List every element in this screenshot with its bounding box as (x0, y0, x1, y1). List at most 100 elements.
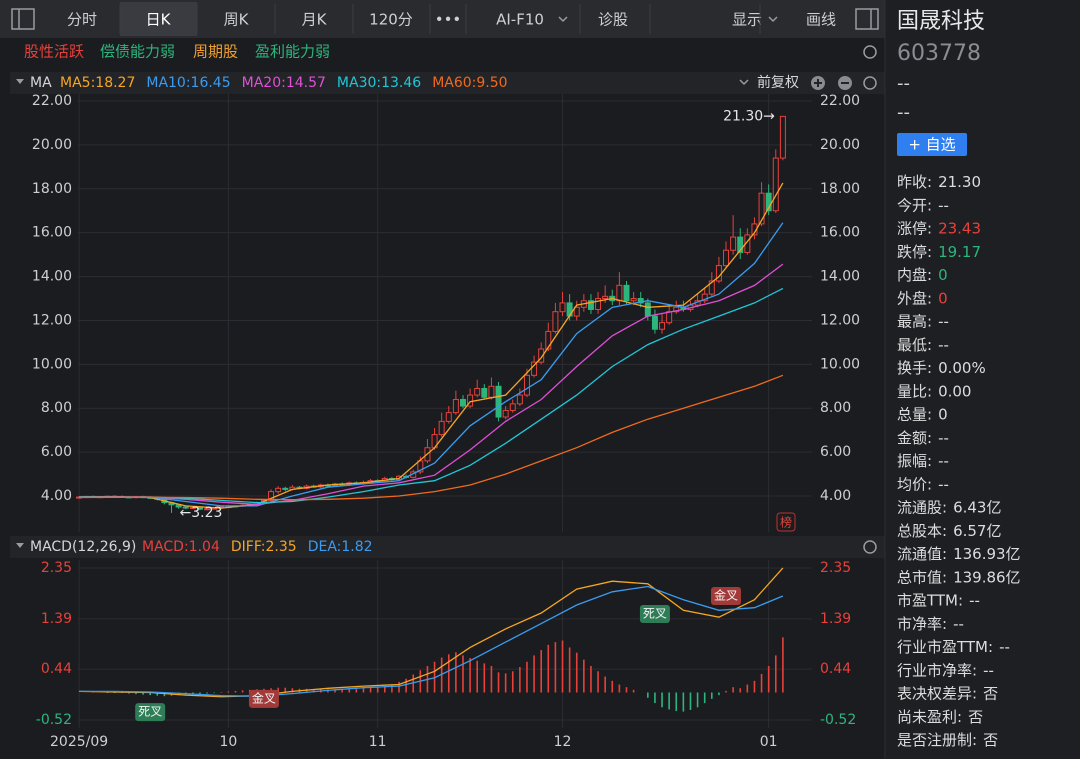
settings-icon[interactable] (863, 540, 877, 554)
chevron (768, 16, 778, 23)
info-row: 内盘: 0 (897, 266, 948, 284)
y-tick-label-right: 20.00 (820, 137, 860, 153)
info-value: -- (983, 661, 994, 679)
toolbar-tab[interactable]: 诊股 (598, 11, 628, 29)
collapse-arrow[interactable] (16, 79, 24, 84)
toolbar-tab[interactable]: 120分 (369, 11, 413, 29)
stock-tag[interactable]: 偿债能力弱 (100, 43, 175, 61)
stock-tag[interactable]: 周期股 (193, 43, 238, 61)
info-value: 6.43亿 (953, 498, 1001, 516)
info-label: 跌停: (897, 242, 932, 260)
y-tick-label-right: 1.39 (820, 611, 851, 627)
stock-code: 603778 (897, 41, 981, 66)
x-tick-label: 2025/09 (50, 734, 108, 750)
settings-icon[interactable] (863, 45, 877, 59)
adjust-mode[interactable]: 前复权 (757, 74, 799, 91)
candle-body (673, 306, 680, 313)
info-value: 21.30 (938, 173, 981, 191)
ma-line (79, 222, 784, 507)
toolbar-tab[interactable]: 显示 (732, 11, 762, 29)
info-row: 市盈TTM: -- (897, 591, 980, 609)
info-value: -- (969, 591, 980, 609)
toolbar-tab[interactable]: 日K (146, 11, 172, 29)
y-tick-label-right: 10.00 (820, 356, 860, 372)
sidebar-toggle[interactable] (11, 8, 35, 30)
info-label: 振幅: (897, 452, 932, 470)
toolbar-tab[interactable]: ••• (435, 11, 462, 29)
cross-tag: 金叉 (714, 588, 738, 603)
watchlist-button[interactable] (897, 133, 967, 156)
candle-body (637, 298, 644, 304)
x-tick-label: 12 (554, 734, 572, 750)
toolbar-tab[interactable]: 周K (224, 11, 250, 29)
indicator-name: MACD(12,26,9) (30, 539, 136, 555)
candle-body (488, 385, 495, 398)
chevron (558, 16, 568, 23)
active-tab-bg (120, 2, 197, 36)
legend-entry: MA60:9.50 (432, 75, 507, 91)
info-value: -- (938, 475, 949, 493)
info-row: 表决权差异: 否 (897, 684, 998, 702)
toolbar-tab[interactable]: 分时 (67, 11, 97, 29)
x-tick-label: 11 (369, 734, 387, 750)
ma-header-bar (10, 72, 885, 94)
macd-line (79, 585, 784, 697)
info-value: -- (953, 614, 964, 632)
badge-bg[interactable] (776, 512, 796, 532)
macd-line (79, 567, 784, 698)
y-tick-label-right: 14.00 (820, 269, 860, 285)
candle-body (701, 293, 708, 302)
candle-body (623, 284, 630, 302)
candle-body (268, 491, 275, 501)
y-tick-label: 12.00 (32, 312, 72, 328)
legend-entry: MA20:14.57 (242, 75, 326, 91)
info-value: 否 (968, 707, 983, 725)
x-tick-label: 01 (760, 734, 778, 750)
stock-tag[interactable]: 盈利能力弱 (255, 43, 330, 61)
candle-body (545, 330, 552, 350)
info-label: 是否注册制: (897, 731, 977, 749)
y-tick-label: 6.00 (41, 444, 72, 460)
y-tick-label-right: 12.00 (820, 312, 860, 328)
collapse-arrow[interactable] (16, 543, 24, 548)
info-label: 总市值: (897, 568, 947, 586)
toolbar-tab[interactable]: AI-F10 (496, 11, 544, 29)
info-value: -- (938, 335, 949, 353)
info-row: 行业市净率: -- (897, 661, 994, 679)
candle-body (772, 157, 779, 212)
info-value: -- (938, 312, 949, 330)
candle-body (552, 311, 559, 332)
info-label: 行业市盈TTM: (897, 638, 993, 656)
info-row: 金额: -- (897, 428, 949, 446)
candle-body (438, 420, 445, 436)
candle-body (459, 398, 466, 407)
info-row: 最高: -- (897, 312, 949, 330)
y-tick-label: -0.52 (36, 712, 72, 728)
info-row: 流通股: 6.43亿 (897, 498, 1001, 516)
info-row: 是否注册制: 否 (897, 731, 998, 749)
info-label: 流通股: (897, 498, 947, 516)
badge[interactable]: 榜 (780, 515, 792, 530)
info-value: -- (938, 452, 949, 470)
y-tick-label: 1.39 (41, 611, 72, 627)
toolbar-tab[interactable]: 月K (302, 11, 328, 29)
info-value: 19.17 (938, 242, 981, 260)
candle-body (602, 295, 609, 300)
y-tick-label: 2.35 (41, 560, 72, 576)
info-label: 表决权差异: (897, 684, 977, 702)
y-tick-label: 16.00 (32, 225, 72, 241)
settings-icon[interactable] (863, 76, 877, 90)
change: -- (897, 102, 910, 123)
panel-toggle[interactable] (855, 8, 879, 30)
candle-body (417, 460, 424, 473)
cross-tag: 死叉 (643, 607, 667, 621)
icon-part (814, 79, 822, 87)
info-value: 6.57亿 (953, 521, 1001, 539)
ma-line (79, 182, 784, 509)
watchlist-button-label[interactable]: + 自选 (908, 136, 955, 154)
stock-tag[interactable]: 股性活跃 (24, 43, 84, 61)
ma-line (79, 374, 784, 501)
cross-tag-bg (639, 605, 670, 624)
cross-tag: 死叉 (138, 705, 162, 719)
toolbar-tab[interactable]: 画线 (806, 11, 836, 29)
